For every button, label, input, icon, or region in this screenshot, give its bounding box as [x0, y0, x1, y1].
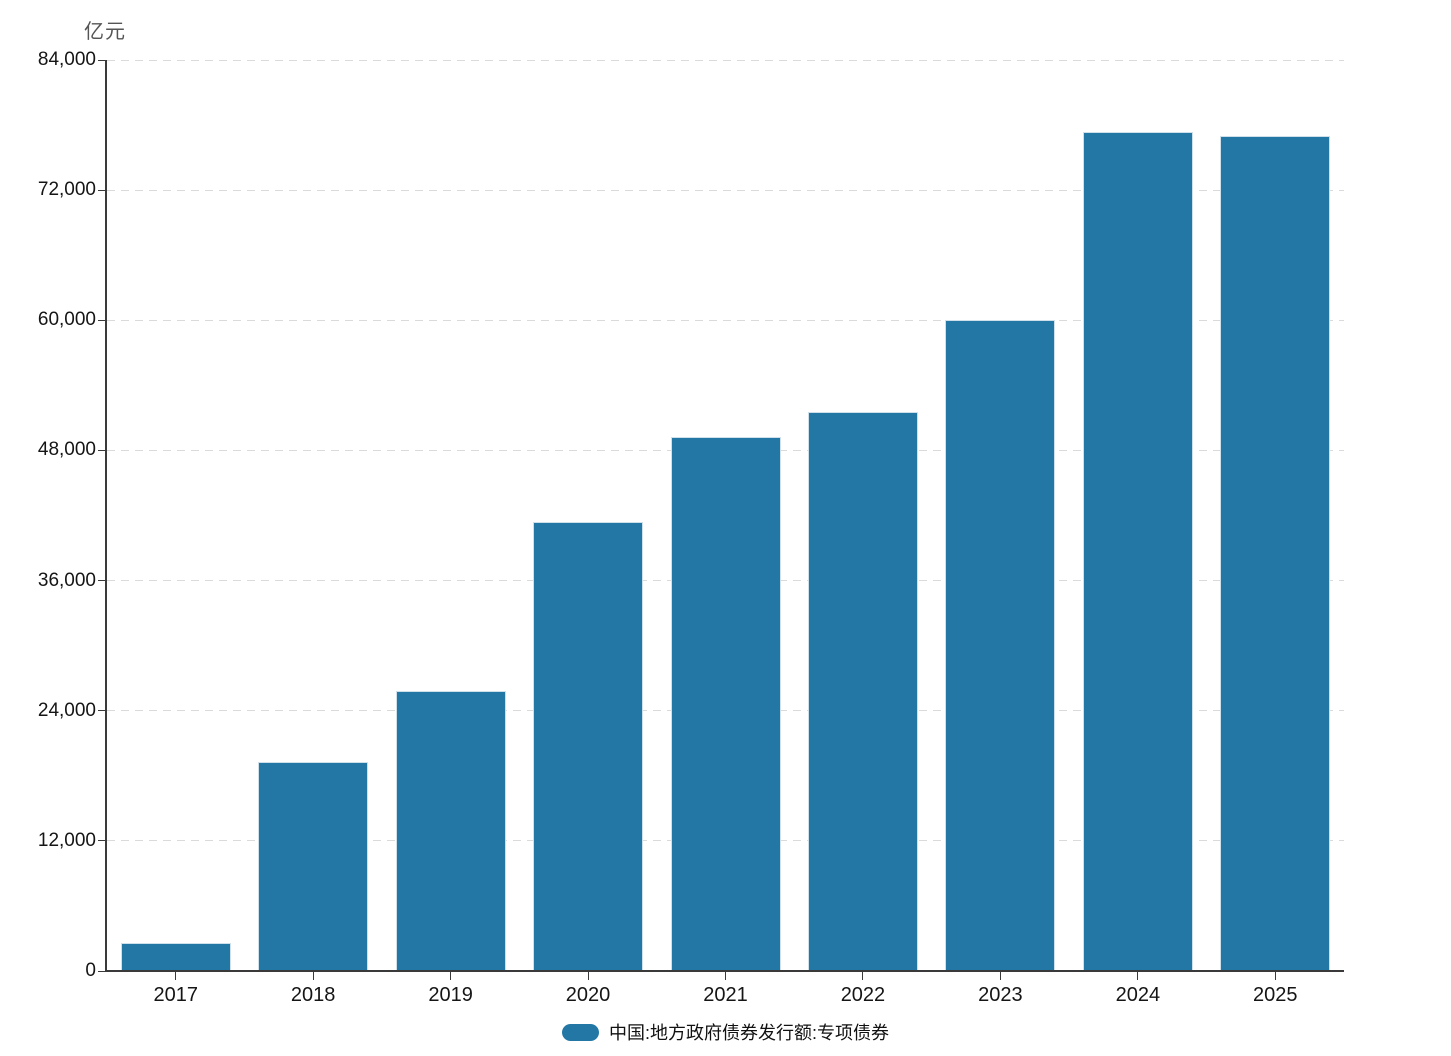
x-axis-tick-label: 2019 — [428, 984, 473, 1006]
y-axis-tick — [98, 189, 106, 191]
x-axis-tick — [312, 971, 314, 980]
x-axis — [105, 970, 1344, 972]
y-axis-tick — [98, 970, 106, 972]
x-axis-tick-label: 2022 — [840, 984, 886, 1006]
y-axis-tick-label: 84,000 — [37, 49, 96, 70]
x-axis-tick-label: 2020 — [565, 984, 611, 1006]
y-axis-tick — [98, 580, 106, 582]
x-axis-tick-label: 2025 — [1253, 984, 1298, 1006]
y-axis-tick-label: 72,000 — [37, 179, 96, 201]
legend-label: 中国:地方政府债券发行额:专项债券 — [608, 1023, 889, 1043]
y-axis-tick-label: 48,000 — [37, 439, 96, 461]
bar-2018[interactable] — [258, 761, 369, 971]
x-axis-tick — [725, 971, 726, 980]
bar-2021[interactable] — [670, 437, 781, 971]
bar-2022[interactable] — [807, 412, 918, 971]
y-axis-tick-label: 12,000 — [37, 829, 96, 851]
x-axis-tick — [999, 971, 1001, 980]
bar-2020[interactable] — [533, 522, 644, 971]
y-axis-tick — [98, 840, 106, 842]
bar-2019[interactable] — [395, 691, 506, 971]
x-axis-tick-label: 2023 — [978, 984, 1023, 1006]
y-axis-tick — [98, 710, 106, 712]
x-axis-tick-label: 2024 — [1115, 984, 1161, 1006]
bar-2017[interactable] — [120, 942, 231, 971]
gridline-72000 — [107, 189, 1344, 191]
legend-swatch-icon — [561, 1023, 599, 1041]
x-axis-tick — [175, 971, 177, 980]
bar-2025[interactable] — [1220, 135, 1331, 971]
gridline-84000 — [107, 59, 1344, 61]
x-axis-tick — [450, 971, 452, 980]
y-axis-unit-label: 亿元 — [84, 21, 126, 43]
y-axis-tick — [98, 449, 106, 451]
y-axis-tick — [98, 59, 106, 61]
x-axis-tick-label: 2018 — [290, 984, 336, 1006]
bar-2023[interactable] — [945, 320, 1056, 971]
x-axis-tick — [587, 971, 589, 980]
legend-item-special-bonds[interactable]: 中国:地方政府债券发行额:专项债券 — [561, 1019, 889, 1045]
y-axis-tick-label: 24,000 — [37, 699, 96, 721]
x-axis-tick — [1274, 971, 1276, 980]
y-axis — [105, 60, 107, 972]
x-axis-tick-label: 2017 — [153, 984, 198, 1006]
x-axis-tick — [862, 971, 864, 980]
y-axis-tick-label: 36,000 — [37, 569, 96, 591]
bar-2024[interactable] — [1082, 131, 1193, 971]
gridline-60000 — [107, 319, 1344, 321]
x-axis-tick — [1137, 971, 1139, 980]
y-axis-tick — [98, 319, 106, 321]
legend: 中国:地方政府债券发行额:专项债券 — [0, 1019, 1451, 1045]
y-axis-tick-label: 60,000 — [37, 309, 96, 331]
x-axis-tick-label: 2021 — [703, 984, 748, 1006]
y-axis-tick-label: 0 — [85, 960, 96, 981]
